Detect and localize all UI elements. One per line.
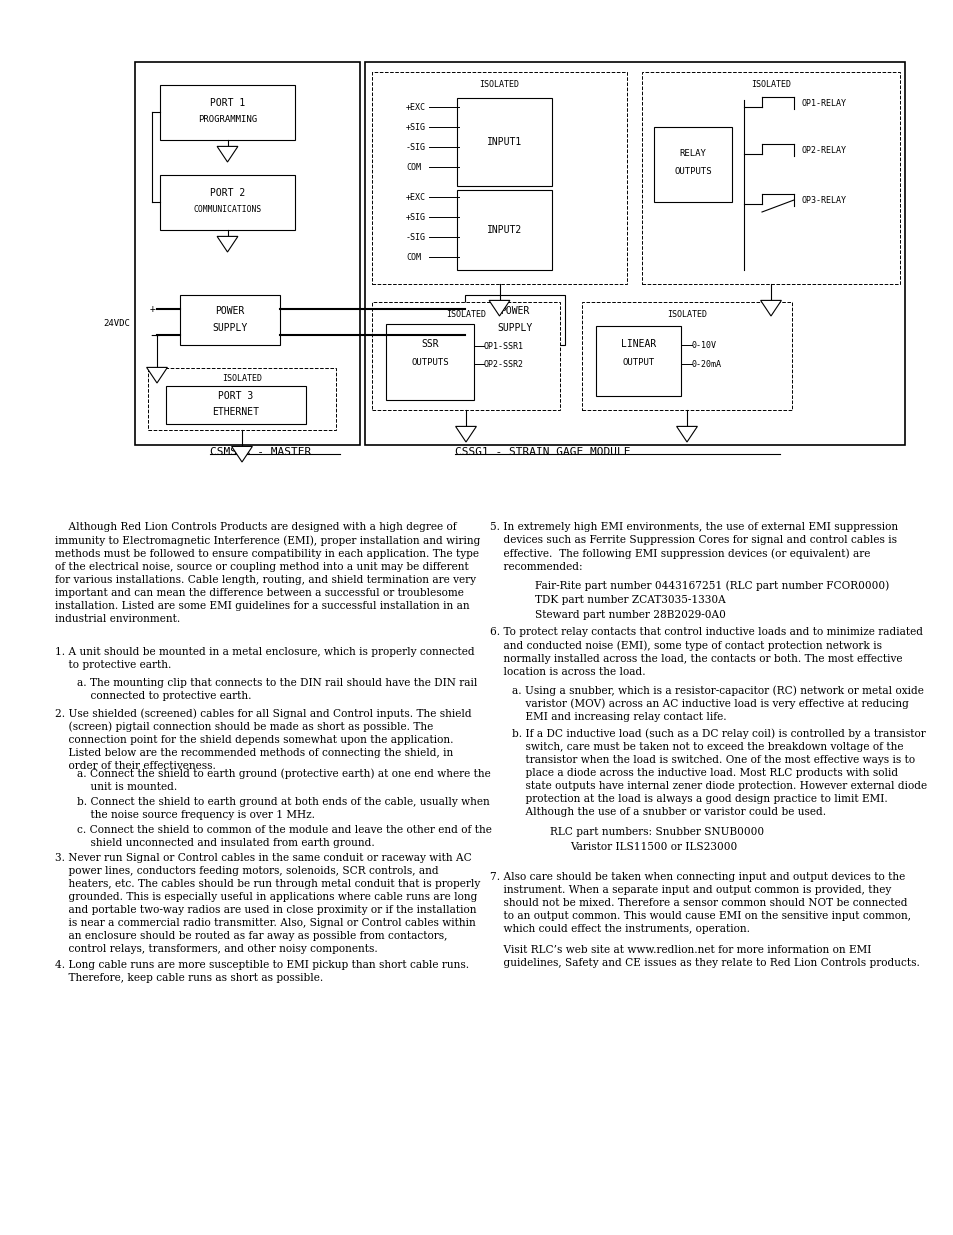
Bar: [180, 295, 280, 345]
Bar: [464, 295, 564, 345]
Text: OP1-RELAY: OP1-RELAY: [801, 99, 846, 107]
Text: OUTPUT: OUTPUT: [621, 357, 654, 367]
Text: OUTPUTS: OUTPUTS: [411, 357, 448, 367]
Text: OP3-RELAY: OP3-RELAY: [801, 195, 846, 205]
Text: ISOLATED: ISOLATED: [666, 310, 706, 319]
Text: CSSG1 - STRAIN GAGE MODULE: CSSG1 - STRAIN GAGE MODULE: [455, 447, 630, 457]
Text: 3. Never run Signal or Control cables in the same conduit or raceway with AC
   : 3. Never run Signal or Control cables in…: [55, 853, 479, 955]
Bar: [456, 98, 552, 186]
Text: 4. Long cable runs are more susceptible to EMI pickup than short cable runs.
   : 4. Long cable runs are more susceptible …: [55, 960, 469, 983]
Bar: [160, 85, 294, 140]
Text: COMMUNICATIONS: COMMUNICATIONS: [193, 205, 261, 214]
Polygon shape: [760, 300, 781, 316]
Text: Visit RLC’s web site at www.redlion.net for more information on EMI
    guidelin: Visit RLC’s web site at www.redlion.net …: [490, 945, 919, 968]
Bar: [581, 303, 791, 410]
Text: ISOLATED: ISOLATED: [750, 79, 790, 89]
Text: RELAY: RELAY: [679, 148, 706, 158]
Text: SUPPLY: SUPPLY: [213, 324, 248, 333]
Text: Fair-Rite part number 0443167251 (RLC part number FCOR0000): Fair-Rite part number 0443167251 (RLC pa…: [535, 580, 888, 590]
Text: Although Red Lion Controls Products are designed with a high degree of
immunity : Although Red Lion Controls Products are …: [55, 522, 480, 624]
Text: PORT 2: PORT 2: [210, 188, 245, 198]
Text: +SIG: +SIG: [406, 122, 426, 131]
Polygon shape: [217, 236, 237, 252]
Text: CSMSTR - MASTER: CSMSTR - MASTER: [210, 447, 311, 457]
Text: c. Connect the shield to common of the module and leave the other end of the
   : c. Connect the shield to common of the m…: [77, 825, 492, 848]
Text: INPUT2: INPUT2: [486, 225, 521, 235]
Text: SSR: SSR: [420, 338, 438, 350]
Text: COM: COM: [406, 252, 420, 262]
Text: OP2-RELAY: OP2-RELAY: [801, 146, 846, 154]
Text: -SIG: -SIG: [406, 232, 426, 242]
Bar: [365, 62, 904, 445]
Polygon shape: [232, 446, 253, 462]
Text: 24VDC: 24VDC: [103, 319, 130, 327]
Text: SUPPLY: SUPPLY: [497, 324, 532, 333]
Text: OUTPUTS: OUTPUTS: [674, 167, 711, 175]
Polygon shape: [676, 426, 697, 442]
Bar: [654, 127, 731, 203]
Text: PORT 3: PORT 3: [218, 391, 253, 401]
Text: LINEAR: LINEAR: [620, 338, 656, 350]
Text: +EXC: +EXC: [406, 193, 426, 201]
Bar: [596, 326, 680, 396]
Text: OP2-SSR2: OP2-SSR2: [483, 359, 523, 368]
Text: INPUT1: INPUT1: [486, 137, 521, 147]
Text: Steward part number 28B2029-0A0: Steward part number 28B2029-0A0: [535, 610, 725, 620]
Bar: [166, 387, 306, 424]
Text: POWER: POWER: [499, 306, 529, 316]
Text: b. If a DC inductive load (such as a DC relay coil) is controlled by a transisto: b. If a DC inductive load (such as a DC …: [512, 727, 926, 816]
Bar: [456, 190, 552, 270]
Text: +EXC: +EXC: [406, 103, 426, 111]
Polygon shape: [147, 367, 167, 383]
Text: 1. A unit should be mounted in a metal enclosure, which is properly connected
  : 1. A unit should be mounted in a metal e…: [55, 647, 475, 671]
Text: a. Connect the shield to earth ground (protective earth) at one end where the
  : a. Connect the shield to earth ground (p…: [77, 768, 490, 792]
Text: COM: COM: [406, 163, 420, 172]
Bar: [372, 72, 626, 284]
Text: ETHERNET: ETHERNET: [213, 408, 259, 417]
Bar: [160, 175, 294, 230]
Bar: [135, 62, 359, 445]
Text: POWER: POWER: [215, 306, 244, 316]
Text: PROGRAMMING: PROGRAMMING: [197, 115, 256, 124]
Text: ISOLATED: ISOLATED: [479, 79, 519, 89]
Bar: [372, 303, 559, 410]
Text: 0-10V: 0-10V: [691, 341, 717, 350]
Text: -: -: [149, 330, 154, 340]
Text: 6. To protect relay contacts that control inductive loads and to minimize radiat: 6. To protect relay contacts that contro…: [490, 627, 923, 677]
Text: TDK part number ZCAT3035-1330A: TDK part number ZCAT3035-1330A: [535, 595, 725, 605]
Text: 5. In extremely high EMI environments, the use of external EMI suppression
    d: 5. In extremely high EMI environments, t…: [490, 522, 897, 572]
Text: ISOLATED: ISOLATED: [222, 373, 262, 383]
Polygon shape: [217, 147, 237, 162]
Text: PORT 1: PORT 1: [210, 98, 245, 107]
Text: +SIG: +SIG: [406, 212, 426, 221]
Polygon shape: [456, 426, 476, 442]
Text: b. Connect the shield to earth ground at both ends of the cable, usually when
  : b. Connect the shield to earth ground at…: [77, 797, 489, 820]
Text: Varistor ILS11500 or ILS23000: Varistor ILS11500 or ILS23000: [569, 842, 737, 852]
Text: +: +: [149, 304, 154, 314]
Text: 7. Also care should be taken when connecting input and output devices to the
   : 7. Also care should be taken when connec…: [490, 872, 910, 934]
Text: -SIG: -SIG: [406, 142, 426, 152]
Bar: [148, 368, 335, 430]
Text: 0-20mA: 0-20mA: [691, 359, 721, 368]
Text: a. Using a snubber, which is a resistor-capacitor (RC) network or metal oxide
  : a. Using a snubber, which is a resistor-…: [512, 685, 923, 722]
Polygon shape: [489, 300, 509, 316]
Text: 2. Use shielded (screened) cables for all Signal and Control inputs. The shield
: 2. Use shielded (screened) cables for al…: [55, 708, 471, 772]
Text: RLC part numbers: Snubber SNUB0000: RLC part numbers: Snubber SNUB0000: [550, 827, 763, 837]
Text: ISOLATED: ISOLATED: [446, 310, 485, 319]
Text: a. The mounting clip that connects to the DIN rail should have the DIN rail
    : a. The mounting clip that connects to th…: [77, 678, 476, 701]
Bar: [386, 324, 474, 400]
Text: OP1-SSR1: OP1-SSR1: [483, 342, 523, 351]
Bar: [641, 72, 899, 284]
